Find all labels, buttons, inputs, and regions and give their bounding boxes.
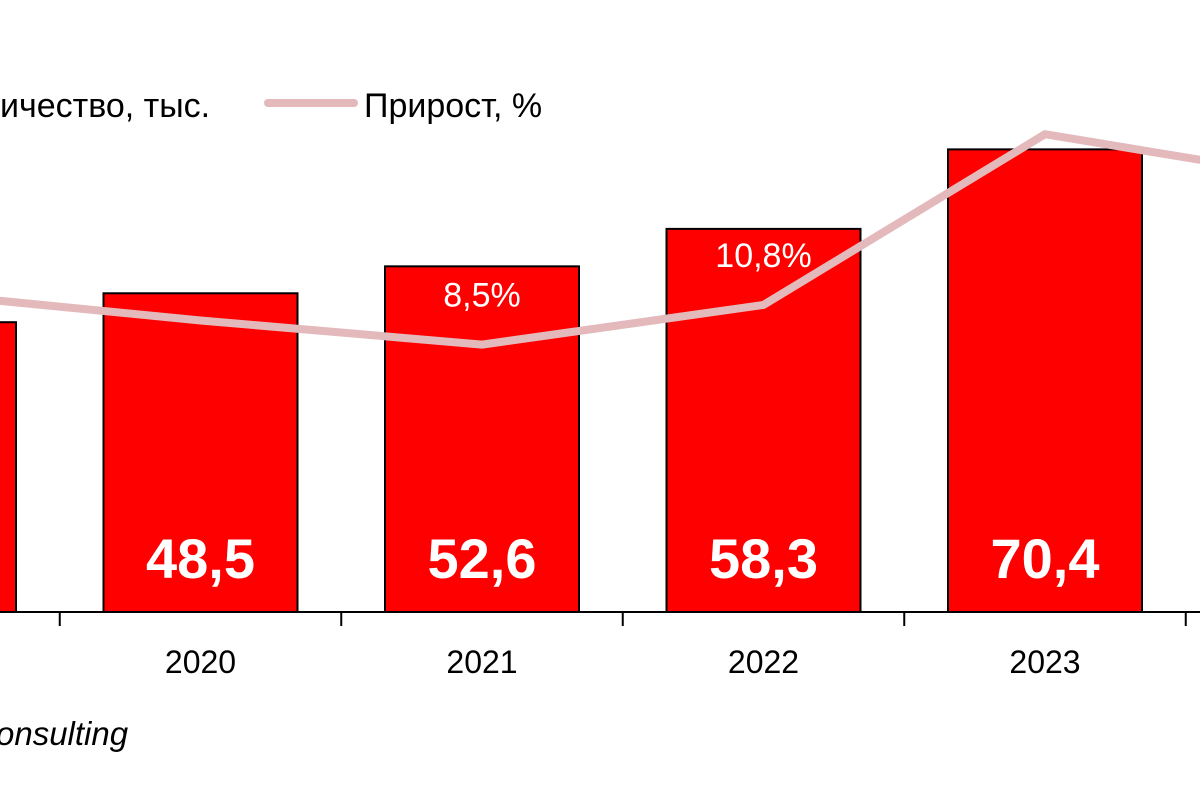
source-note: onsulting [0,715,129,752]
x-tick-label: 2021 [446,644,517,680]
legend-bar-label: ичество, тыс. [0,87,210,125]
bar [384,265,580,613]
bar-value-label: 58,3 [709,527,818,590]
growth-pct-label: 9,9% [162,252,240,290]
bar-series [0,148,1143,613]
line-series [0,130,1200,349]
growth-pct-label: 8,5% [443,277,521,315]
bar-value-label: 70,4 [991,527,1100,590]
bar [665,227,862,613]
x-tick-label: 2023 [1009,644,1080,680]
growth-pct-label: 10,8% [715,237,811,275]
bar [102,292,299,613]
bar [947,148,1143,613]
legend: ичество, тыс. Прирост, % [0,87,542,125]
data-labels: 48,5 52,6 58,3 70,4 9,9% 8,5% 10,8% 20,7% [146,66,1100,590]
bar-value-label: 48,5 [146,527,255,590]
growth-line [0,130,1200,349]
x-tick-label: 2020 [165,644,236,680]
growth-pct-label: 20,7% [997,66,1093,104]
bar-value-label: 52,6 [428,527,537,590]
legend-line-label: Прирост, % [364,87,542,125]
x-tick-label: 2022 [728,644,799,680]
x-axis-ticks: 2020 2021 2022 2023 [58,612,1187,680]
bar [0,321,17,613]
